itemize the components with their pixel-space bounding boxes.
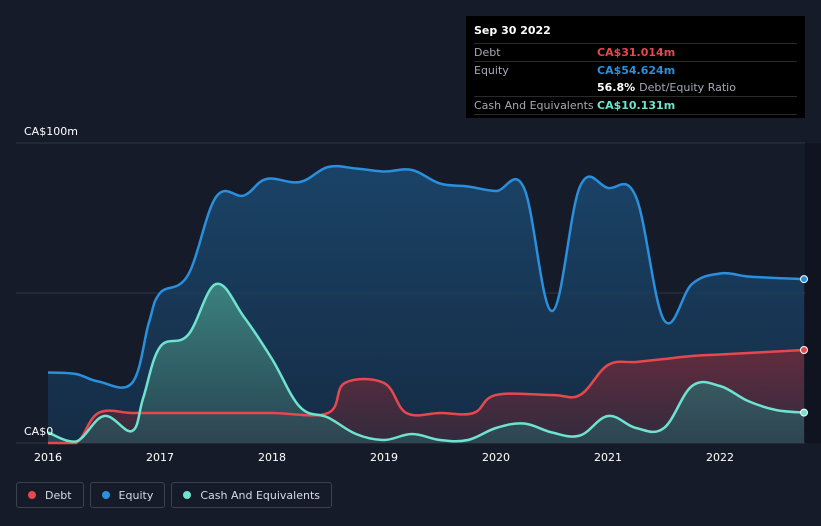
tooltip-cash-row: Cash And Equivalents CA$10.131m xyxy=(474,96,797,115)
debt-end-point xyxy=(800,346,808,354)
tooltip-equity-value: CA$54.624m xyxy=(597,64,676,77)
cash-end-point xyxy=(800,408,808,417)
legend-item-debt[interactable]: Debt xyxy=(16,482,84,508)
x-tick-label-2019: 2019 xyxy=(370,451,398,464)
y-tick-label-0: CA$0 xyxy=(24,425,53,438)
legend-cash-swatch xyxy=(183,491,192,499)
equity-end-point xyxy=(800,275,808,284)
legend-cash-label: Cash And Equivalents xyxy=(200,488,320,502)
legend-debt-label: Debt xyxy=(45,488,72,502)
x-tick-label-2016: 2016 xyxy=(34,451,62,464)
legend-item-cash[interactable]: Cash And Equivalents xyxy=(171,482,332,508)
cash-line xyxy=(47,282,805,443)
tooltip-ratio-value: 56.8% xyxy=(597,81,636,94)
equity-line xyxy=(47,164,805,389)
cash-area xyxy=(48,283,804,443)
x-tick-label-2022: 2022 xyxy=(706,451,734,464)
tooltip-cash-value: CA$10.131m xyxy=(597,99,676,112)
x-axis-ticks: 2016 2017 2018 2019 2020 2021 2022 xyxy=(34,451,734,464)
tooltip-ratio-row: 56.8% Debt/Equity Ratio xyxy=(474,79,797,96)
legend-equity-label: Equity xyxy=(118,488,154,502)
plot-future-shade xyxy=(805,143,821,443)
legend-debt-swatch xyxy=(28,491,36,499)
tooltip-cash-label: Cash And Equivalents xyxy=(474,99,594,112)
debt-equity-chart: CA$100m CA$0 2016 2017 2018 2019 2020 2021 202… xyxy=(16,125,821,464)
tooltip-ratio-label: Debt/Equity Ratio xyxy=(639,81,736,94)
y-tick-label-100m: CA$100m xyxy=(24,125,78,138)
legend-equity-swatch xyxy=(101,491,110,499)
tooltip-debt-value: CA$31.014m xyxy=(597,46,676,59)
x-tick-label-2021: 2021 xyxy=(594,451,622,464)
legend: Debt Equity Cash And Equivalents xyxy=(16,482,338,508)
x-tick-label-2017: 2017 xyxy=(146,451,174,464)
legend-item-equity[interactable]: Equity xyxy=(89,482,166,508)
tooltip-date: Sep 30 2022 xyxy=(474,24,551,37)
tooltip-equity-row: Equity CA$54.624m xyxy=(474,61,797,79)
tooltip-panel: Sep 30 2022 Debt CA$31.014m Equity CA$54… xyxy=(466,16,805,118)
x-tick-label-2020: 2020 xyxy=(482,451,510,464)
debt-line xyxy=(48,348,805,445)
x-tick-label-2018: 2018 xyxy=(258,451,286,464)
tooltip-debt-label: Debt xyxy=(474,46,501,59)
tooltip-equity-label: Equity xyxy=(474,64,509,77)
tooltip-debt-row: Debt CA$31.014m xyxy=(474,43,797,61)
